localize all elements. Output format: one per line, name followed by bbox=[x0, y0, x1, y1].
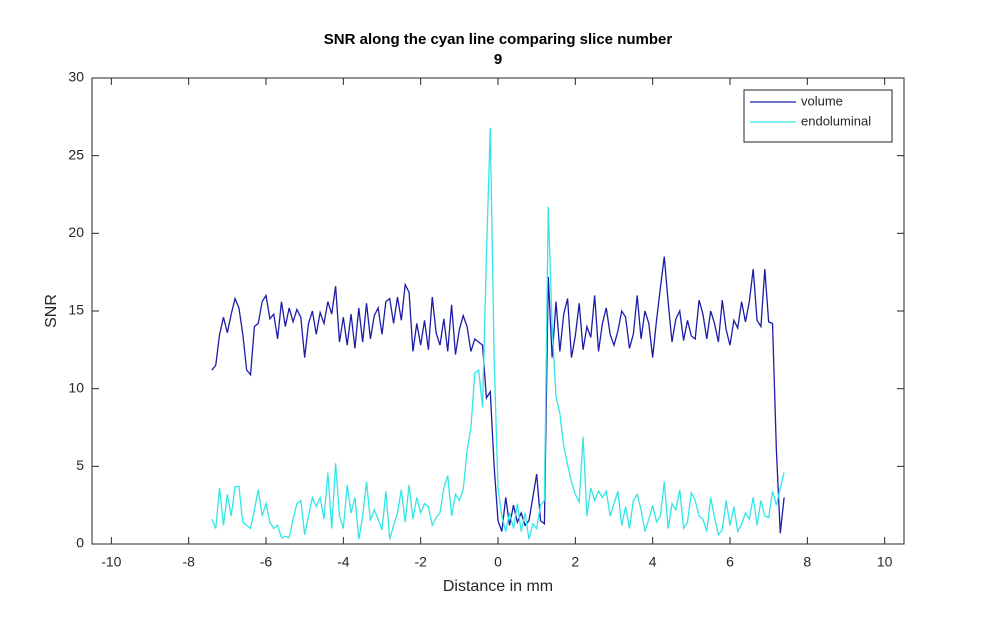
x-tick-label: 6 bbox=[726, 554, 734, 570]
data-line bbox=[211, 256, 785, 534]
y-tick-label: 0 bbox=[76, 535, 84, 551]
x-tick-label: 2 bbox=[571, 554, 579, 570]
legend-label: endoluminal bbox=[801, 113, 871, 128]
x-tick-label: -4 bbox=[337, 554, 350, 570]
x-tick-label: -8 bbox=[182, 554, 195, 570]
y-tick-label: 15 bbox=[68, 302, 84, 318]
legend-box bbox=[743, 89, 893, 143]
chart-title: 9 bbox=[494, 51, 502, 68]
chart-title: SNR along the cyan line comparing slice … bbox=[324, 31, 673, 48]
y-tick-label: 20 bbox=[68, 224, 84, 240]
x-tick-label: -10 bbox=[101, 554, 121, 570]
y-tick-label: 30 bbox=[68, 69, 84, 85]
x-tick-label: -2 bbox=[414, 554, 427, 570]
x-tick-label: 8 bbox=[803, 554, 811, 570]
x-tick-label: 0 bbox=[494, 554, 502, 570]
x-tick-label: -6 bbox=[260, 554, 273, 570]
x-tick-label: 4 bbox=[649, 554, 657, 570]
x-tick-label: 10 bbox=[877, 554, 893, 570]
y-axis-label: SNR bbox=[43, 294, 60, 328]
data-line bbox=[211, 127, 785, 540]
legend-label: volume bbox=[801, 93, 843, 108]
plot-frame bbox=[91, 77, 905, 545]
y-tick-label: 5 bbox=[76, 457, 84, 473]
y-tick-label: 25 bbox=[68, 146, 84, 162]
y-tick-label: 10 bbox=[68, 379, 84, 395]
x-axis-label: Distance in mm bbox=[443, 578, 553, 595]
